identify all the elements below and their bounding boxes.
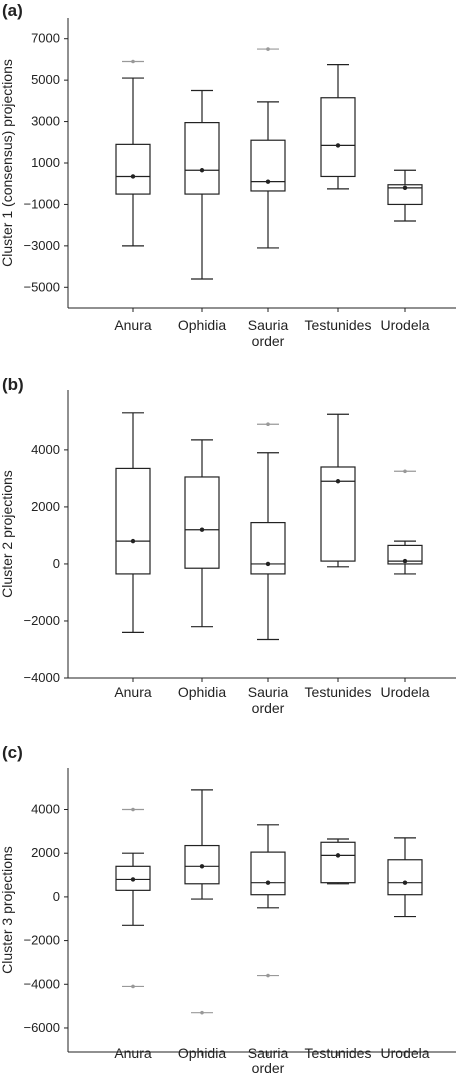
outlier-point	[403, 469, 407, 474]
category-label: Sauria	[248, 1045, 289, 1061]
mean-point	[402, 558, 408, 564]
outlier-point	[131, 807, 135, 812]
mean-point	[402, 185, 408, 191]
category-label: Testunides	[305, 1045, 372, 1061]
x-axis-title: order	[252, 333, 285, 349]
category-label: Ophidia	[178, 684, 226, 700]
category-label: Anura	[114, 684, 152, 700]
outlier-point	[200, 1010, 204, 1015]
y-tick-label: −2000	[23, 933, 60, 948]
outlier-point	[266, 973, 270, 978]
box-testunides	[320, 838, 356, 885]
category-label: Sauria	[248, 684, 289, 700]
mean-point	[199, 864, 205, 869]
y-tick-label: 7000	[31, 31, 60, 46]
outlier-point	[266, 422, 270, 427]
mean-point	[265, 179, 271, 184]
y-tick-label: 0	[53, 556, 60, 571]
y-tick-label: 4000	[31, 442, 60, 457]
box-urodela	[387, 469, 423, 575]
y-tick-label: 0	[53, 889, 60, 904]
y-tick-label: −2000	[23, 613, 60, 628]
y-tick-label: 3000	[31, 114, 60, 129]
x-axis-title: order	[252, 1060, 285, 1076]
box-sauria	[250, 422, 286, 641]
box-iqr	[250, 521, 286, 575]
chart-panel-2: (b) 4000 2000 0 −2000 −4000 Cluster 2 projecti…	[0, 375, 456, 716]
mean-point	[130, 538, 136, 544]
outlier-point	[131, 984, 135, 989]
mean-point	[199, 527, 205, 532]
y-tick-label: 2000	[31, 845, 60, 860]
box-iqr	[184, 476, 220, 569]
chart-panel-3: (c) 4000 2000 0 −2000 −4000 −6000 Cluster 3 pro…	[0, 743, 456, 1076]
mean-point	[335, 853, 341, 858]
panel-label: (b)	[2, 375, 24, 394]
box-iqr	[387, 184, 423, 206]
y-tick-label: −5000	[23, 279, 60, 294]
category-label: Ophidia	[178, 1045, 226, 1061]
y-tick-label: −4000	[23, 976, 60, 991]
category-label: Sauria	[248, 317, 289, 333]
box-anura	[115, 412, 151, 633]
chart-panel-1: (a) 7000 5000 3000 1000 −1000 −3000 −5000 Cluste…	[0, 1, 456, 349]
box-iqr	[250, 851, 286, 896]
category-label: Ophidia	[178, 317, 226, 333]
box-testunides	[320, 64, 356, 190]
box-ophidia	[184, 789, 220, 1015]
box-iqr	[320, 97, 356, 178]
y-tick-label: 5000	[31, 72, 60, 87]
mean-point	[130, 877, 136, 882]
box-iqr	[184, 122, 220, 195]
mean-point	[402, 880, 408, 885]
box-ophidia	[184, 439, 220, 628]
y-axis-title: Cluster 3 projections	[0, 846, 15, 974]
box-iqr	[115, 143, 151, 195]
y-tick-label: 1000	[31, 155, 60, 170]
y-tick-label: −4000	[23, 670, 60, 685]
outlier-point	[131, 59, 135, 64]
mean-point	[199, 168, 205, 173]
box-urodela	[387, 169, 423, 222]
box-iqr	[387, 859, 423, 896]
x-axis-title: order	[252, 700, 285, 716]
box-anura	[115, 59, 151, 247]
y-tick-label: −3000	[23, 238, 60, 253]
category-label: Testunides	[305, 684, 372, 700]
y-tick-label: −6000	[23, 1020, 60, 1035]
box-ophidia	[184, 89, 220, 280]
category-label: Anura	[114, 1045, 152, 1061]
y-tick-label: 4000	[31, 802, 60, 817]
box-sauria	[250, 824, 286, 978]
panel-label: (c)	[2, 743, 23, 762]
box-testunides	[320, 413, 356, 568]
mean-point	[130, 174, 136, 179]
mean-point	[265, 561, 271, 567]
outlier-point	[266, 47, 270, 51]
y-tick-label: 2000	[31, 499, 60, 514]
y-axis-title: Cluster 2 projections	[0, 470, 15, 598]
mean-point	[335, 479, 341, 484]
mean-point	[335, 143, 341, 148]
category-label: Anura	[114, 317, 152, 333]
panel-label: (a)	[2, 1, 23, 20]
y-tick-label: −1000	[23, 196, 60, 211]
box-anura	[115, 807, 151, 989]
category-label: Urodela	[380, 684, 429, 700]
category-label: Urodela	[380, 1045, 429, 1061]
box-urodela	[387, 837, 423, 918]
mean-point	[265, 880, 271, 885]
y-axis-title: Cluster 1 (consensus) projections	[0, 59, 15, 267]
box-sauria	[250, 47, 286, 249]
box-iqr	[115, 467, 151, 575]
box-iqr	[387, 544, 423, 565]
box-iqr	[320, 841, 356, 884]
category-label: Testunides	[305, 317, 372, 333]
category-label: Urodela	[380, 317, 429, 333]
